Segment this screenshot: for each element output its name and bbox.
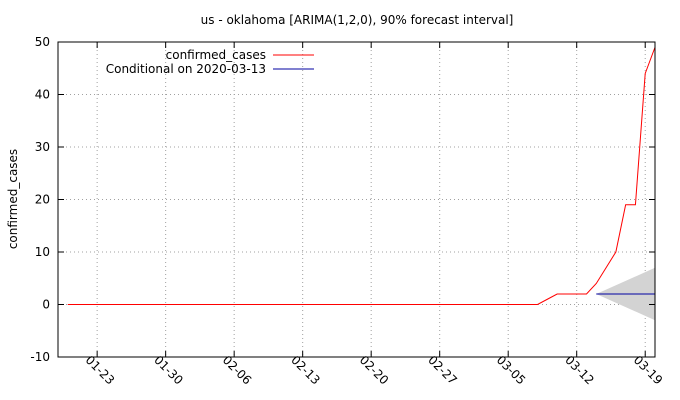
y-tick-label: -10	[30, 350, 50, 364]
x-tick-label: 02-27	[425, 353, 460, 388]
chart-title: us - oklahoma [ARIMA(1,2,0), 90% forecas…	[201, 13, 514, 27]
y-axis: -10 0 10 20 30 40 50	[30, 35, 655, 364]
y-tick-label: 20	[35, 193, 50, 207]
series-line-0	[67, 47, 656, 305]
x-tick-label: 03-19	[631, 353, 666, 388]
y-axis-title: confirmed_cases	[6, 149, 20, 249]
x-tick-label: 01-23	[83, 353, 118, 388]
grid	[58, 42, 655, 357]
x-tick-label: 03-05	[494, 353, 529, 388]
legend-label: confirmed_cases	[166, 48, 266, 62]
x-tick-label: 03-12	[562, 353, 597, 388]
x-axis: 01-23 01-30 02-06 02-13 02-20 02-27 03-05 03-12…	[83, 42, 666, 388]
x-tick-label: 02-06	[220, 353, 255, 388]
y-tick-label: 10	[35, 245, 50, 259]
x-tick-label: 02-13	[288, 353, 323, 388]
plot-frame	[57, 41, 656, 358]
y-tick-label: 0	[42, 298, 50, 312]
series-layer	[67, 47, 656, 305]
x-tick-label: 01-30	[151, 353, 186, 388]
y-tick-label: 30	[35, 140, 50, 154]
y-tick-label: 40	[35, 88, 50, 102]
y-tick-label: 50	[35, 35, 50, 49]
x-tick-label: 02-20	[357, 353, 392, 388]
legend-label: Conditional on 2020-03-13	[106, 62, 266, 76]
